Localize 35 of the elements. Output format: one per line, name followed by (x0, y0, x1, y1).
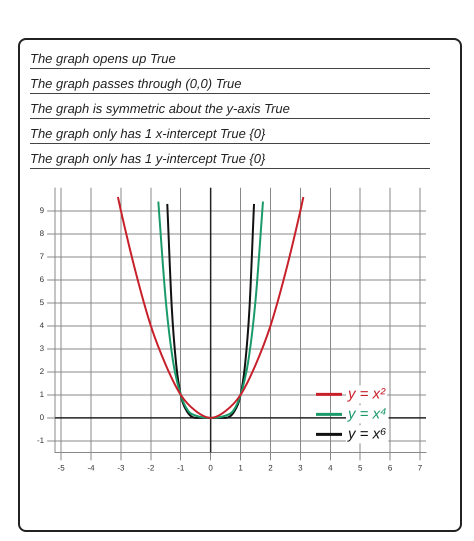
y-tick-label: 5 (40, 298, 45, 308)
y-tick-label: 3 (40, 344, 45, 354)
y-tick-label: -1 (36, 436, 45, 446)
x-tick-label: -2 (147, 463, 155, 472)
y-tick-label: 0 (40, 413, 45, 422)
x-tick-label: 3 (298, 463, 304, 472)
x-tick-label: 2 (268, 463, 274, 472)
text: The graph opens up True (30, 46, 430, 69)
line-series (157, 200, 264, 419)
x-tick-label: 6 (388, 463, 393, 472)
x-tick-label: -5 (58, 463, 66, 472)
legend-label: y = x² (347, 386, 386, 403)
x-tick-label: 5 (358, 463, 363, 472)
x-tick-label: 0 (208, 463, 214, 472)
legend-label: y = x⁴ (347, 406, 387, 423)
y-tick-label: 1 (40, 390, 45, 400)
x-tick-label: -1 (177, 463, 185, 472)
y-tick-label: 2 (40, 367, 45, 376)
y-tick-label: 8 (40, 229, 45, 238)
y-tick-label: 9 (40, 206, 45, 216)
line-series (116, 196, 304, 419)
x-tick-label: 7 (418, 463, 423, 472)
y-tick-label: 6 (40, 275, 45, 284)
x-tick-label: -3 (117, 463, 126, 472)
x-tick-label: -4 (87, 463, 96, 472)
x-tick-label: 1 (238, 463, 244, 472)
x-tick-label: 4 (328, 463, 334, 472)
y-tick-label: 4 (40, 321, 45, 330)
y-tick-label: 7 (40, 252, 45, 262)
legend-label: y = x⁶ (347, 426, 386, 443)
text: The graph passes through (0,0) True (30, 71, 430, 94)
line-series (166, 202, 256, 419)
text: The graph is symmetric about the y-axis True (30, 96, 430, 119)
text: The graph only has 1 y-intercept True {0} (30, 146, 430, 169)
text: The graph only has 1 x-intercept True {0} (30, 121, 430, 144)
